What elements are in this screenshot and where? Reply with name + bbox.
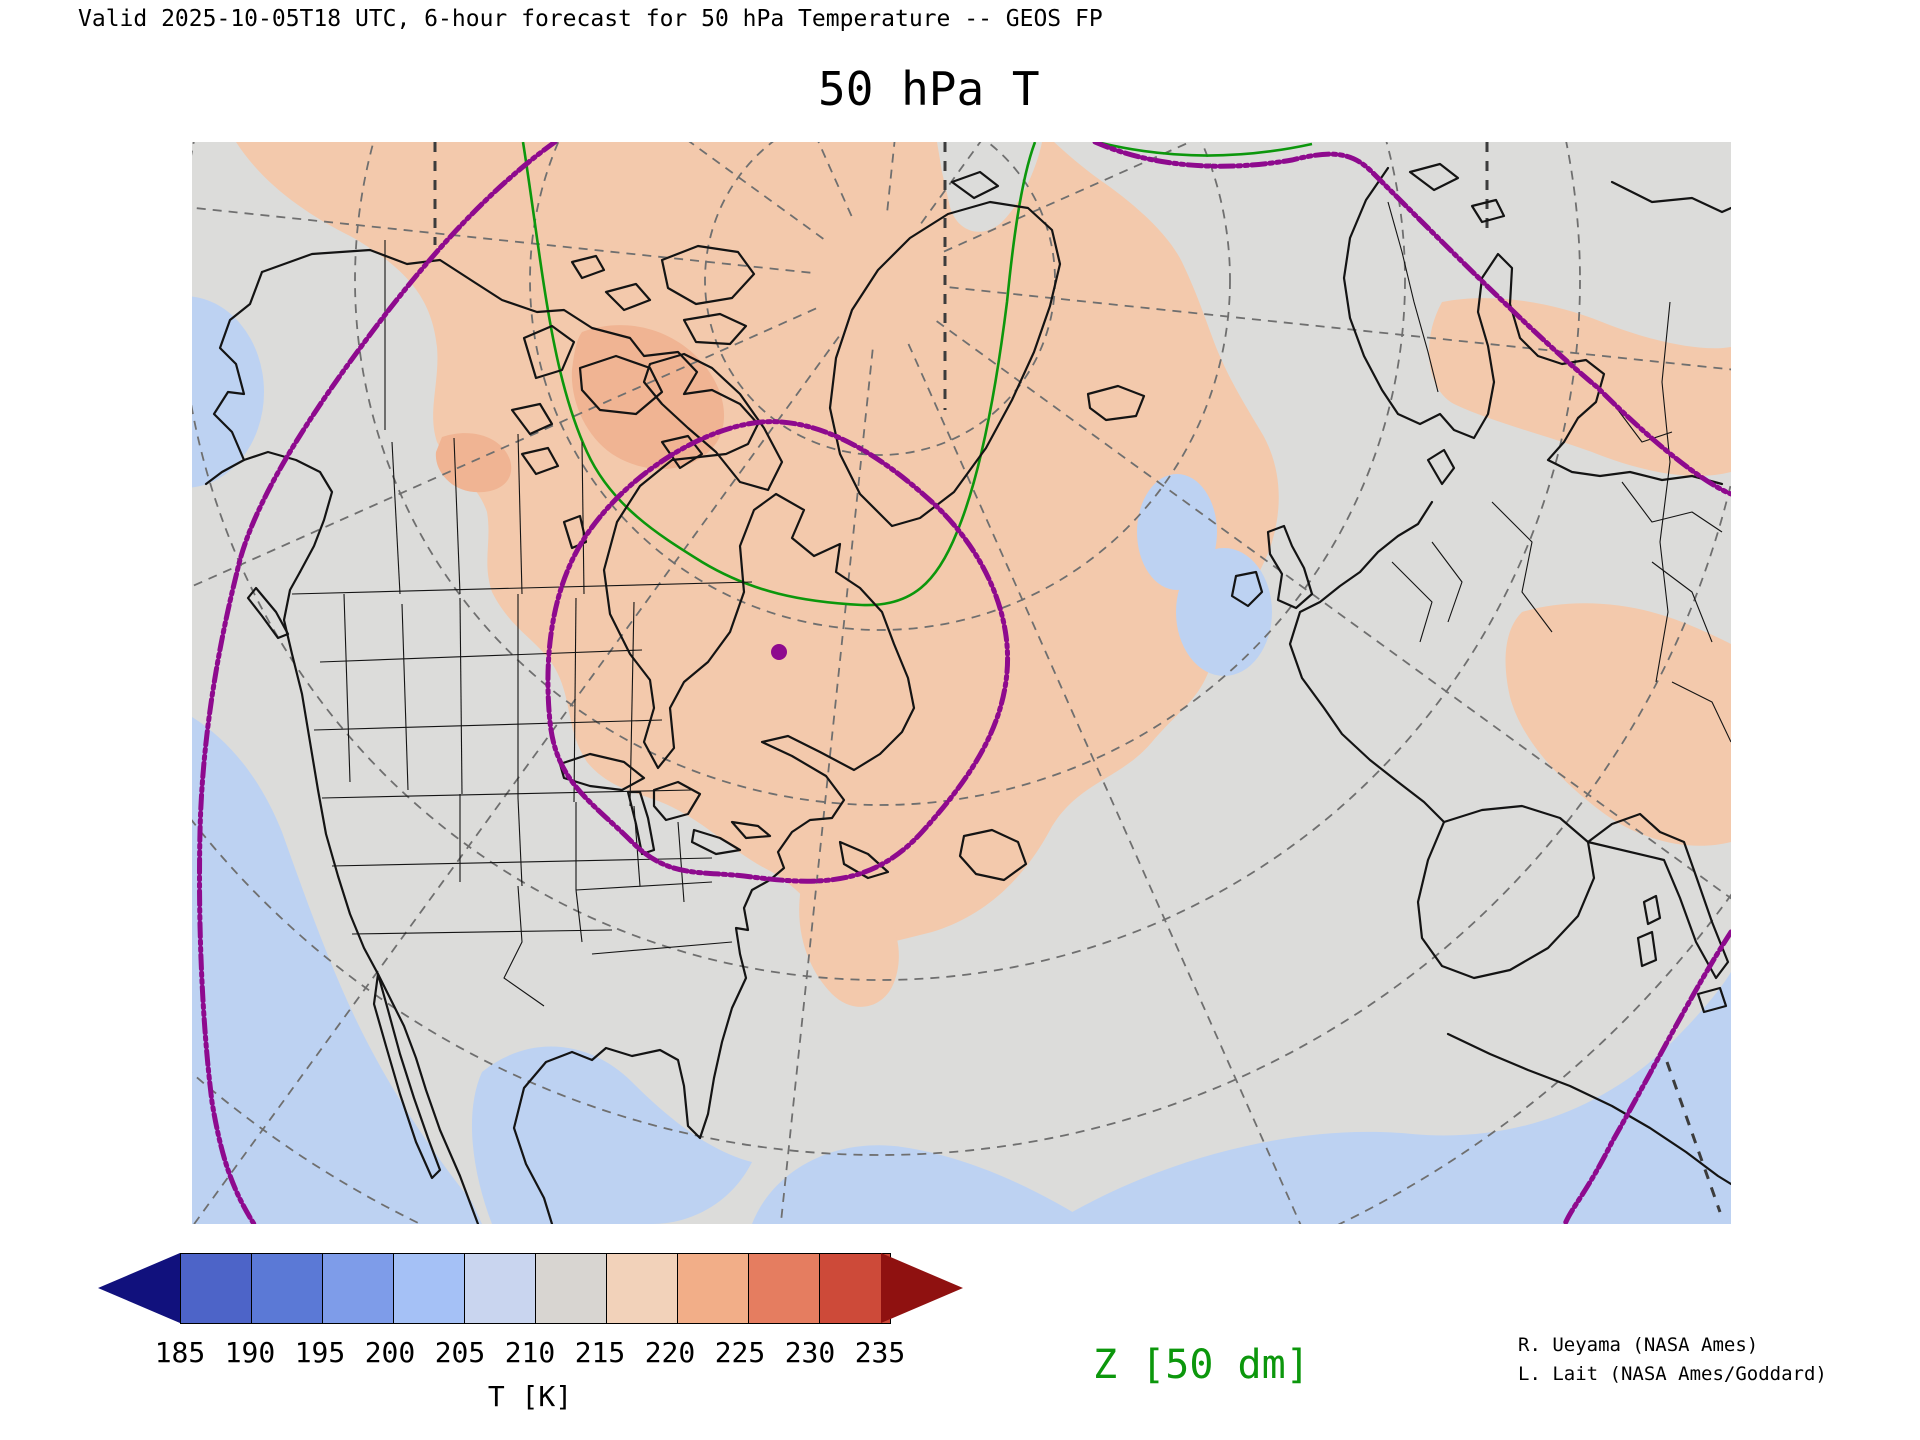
colorbar-right-arrow (881, 1253, 963, 1323)
colorbar-segment (820, 1253, 891, 1324)
colorbar-tick-label: 225 (714, 1336, 766, 1369)
colorbar-segment (749, 1253, 820, 1324)
colorbar-tick-label: 215 (574, 1336, 626, 1369)
coastlines (204, 162, 1731, 1224)
colorbar-left-arrow (98, 1253, 180, 1323)
validity-line: Valid 2025-10-05T18 UTC, 6-hour forecast… (78, 6, 1103, 32)
graticule (192, 142, 1731, 1224)
colorbar-segment (536, 1253, 607, 1324)
colorbar-tick-label: 235 (854, 1336, 906, 1369)
colorbar-tick-label: 220 (644, 1336, 696, 1369)
political-borders (291, 201, 1731, 1007)
colorbar-segment (180, 1253, 252, 1324)
colorbar-segment (394, 1253, 465, 1324)
colorbar-segment (323, 1253, 394, 1324)
z-contour-legend: Z [50 dm] (1093, 1342, 1310, 1388)
temperature-shading-peach (236, 142, 1731, 1007)
colorbar-tick-label: 190 (224, 1336, 276, 1369)
colorbar-tick-label: 210 (504, 1336, 556, 1369)
colorbar-tick-label: 200 (364, 1336, 416, 1369)
z-contour-green (521, 142, 1313, 607)
map-canvas (192, 142, 1731, 1224)
credit-line-1: R. Ueyama (NASA Ames) (1518, 1334, 1759, 1356)
colorbar-segment (465, 1253, 536, 1324)
colorbar-segment (678, 1253, 749, 1324)
colorbar-tick-label: 185 (154, 1336, 206, 1369)
plot-title: 50 hPa T (818, 62, 1040, 116)
colorbar-segment (252, 1253, 323, 1324)
colorbar-segment (607, 1253, 678, 1324)
colorbar-tick-label: 205 (434, 1336, 486, 1369)
colorbar-tick-label: 195 (294, 1336, 346, 1369)
temperature-shading-blue (192, 296, 1731, 1224)
map-svg (192, 142, 1731, 1224)
vortex-marker-dot (771, 644, 787, 660)
colorbar (180, 1253, 891, 1324)
vortex-edge-purple (197, 142, 1731, 1224)
colorbar-axis-label: T [K] (487, 1380, 573, 1413)
colorbar-tick-label: 230 (784, 1336, 836, 1369)
credit-line-2: L. Lait (NASA Ames/Goddard) (1518, 1363, 1827, 1385)
